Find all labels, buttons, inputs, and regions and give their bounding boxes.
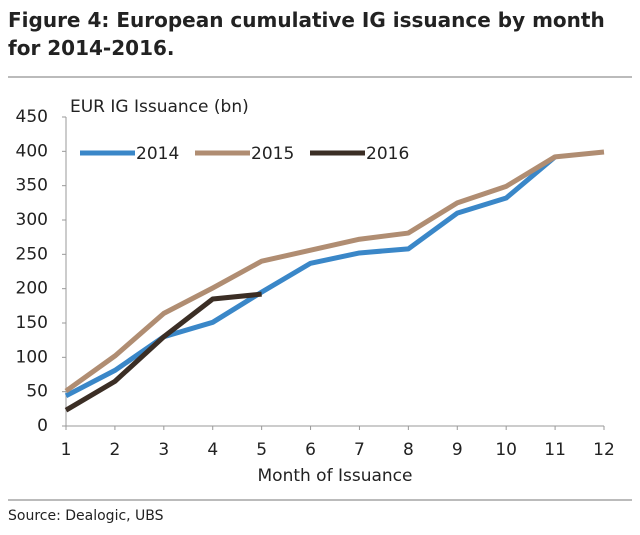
legend-label: 2015 [251,144,294,164]
y-tick-label: 400 [16,141,48,161]
y-tick-label: 150 [16,313,48,333]
y-axis-label: EUR IG Issuance (bn) [70,97,249,117]
legend-label: 2014 [136,144,179,164]
x-tick-label: 1 [61,440,72,460]
y-tick-label: 50 [26,382,48,402]
y-tick-label: 350 [16,176,48,196]
x-tick-label: 7 [354,440,365,460]
series-line [64,291,262,413]
x-tick-label: 11 [544,440,566,460]
x-axis-label: Month of Issuance [258,466,413,486]
legend-label: 2016 [366,144,409,164]
x-tick-label: 6 [305,440,316,460]
y-tick-label: 300 [16,210,48,230]
source: Source: Dealogic, UBS [8,508,164,524]
y-tick-label: 0 [37,416,48,436]
x-tick-label: 3 [158,440,169,460]
y-tick-label: 250 [16,244,48,264]
series-line [64,154,557,399]
chart-title: Figure 4: European cumulative IG issuanc… [8,8,605,60]
x-tick-label: 8 [403,440,414,460]
y-tick-label: 100 [16,347,48,367]
y-tick-label: 450 [16,107,48,127]
x-tick-label: 10 [495,440,517,460]
series-line [64,149,605,394]
x-tick-label: 5 [256,440,267,460]
x-tick-label: 12 [593,440,615,460]
x-tick-label: 2 [109,440,120,460]
y-tick-label: 200 [16,279,48,299]
x-tick-label: 9 [452,440,463,460]
x-tick-label: 4 [207,440,218,460]
